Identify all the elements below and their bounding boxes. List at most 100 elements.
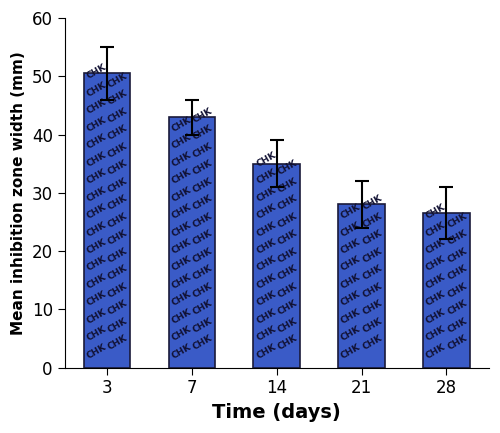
Text: CHK: CHK: [106, 281, 129, 299]
Text: CHK: CHK: [424, 272, 447, 291]
Text: CHK: CHK: [191, 124, 214, 142]
Text: CHK: CHK: [170, 272, 192, 291]
Text: CHK: CHK: [106, 124, 129, 142]
Text: CHK: CHK: [191, 158, 214, 177]
Text: CHK: CHK: [170, 115, 192, 133]
Text: CHK: CHK: [361, 211, 384, 229]
Text: CHK: CHK: [254, 342, 278, 361]
Text: CHK: CHK: [446, 316, 468, 334]
Text: CHK: CHK: [254, 255, 278, 273]
Text: CHK: CHK: [106, 264, 129, 282]
Text: CHK: CHK: [85, 132, 108, 151]
Text: CHK: CHK: [85, 97, 108, 116]
Text: CHK: CHK: [106, 316, 129, 334]
Bar: [338, 204, 385, 368]
Text: CHK: CHK: [106, 141, 129, 160]
Text: CHK: CHK: [170, 220, 192, 238]
Text: CHK: CHK: [170, 185, 192, 204]
Text: CHK: CHK: [340, 290, 362, 308]
Text: CHK: CHK: [170, 255, 192, 273]
Text: CHK: CHK: [106, 246, 129, 265]
Text: CHK: CHK: [424, 220, 447, 238]
Text: CHK: CHK: [106, 298, 129, 317]
Text: CHK: CHK: [254, 272, 278, 291]
Text: CHK: CHK: [85, 237, 108, 256]
Text: CHK: CHK: [276, 281, 299, 299]
Text: CHK: CHK: [85, 80, 108, 98]
Text: CHK: CHK: [424, 325, 447, 343]
Text: CHK: CHK: [85, 150, 108, 168]
Bar: [254, 164, 300, 368]
Text: CHK: CHK: [106, 211, 129, 229]
Text: CHK: CHK: [191, 316, 214, 334]
Text: CHK: CHK: [106, 176, 129, 194]
Text: CHK: CHK: [361, 246, 384, 265]
Text: CHK: CHK: [254, 325, 278, 343]
Text: CHK: CHK: [446, 281, 468, 299]
Text: CHK: CHK: [361, 298, 384, 317]
Text: CHK: CHK: [254, 290, 278, 308]
Text: CHK: CHK: [424, 307, 447, 326]
Text: CHK: CHK: [106, 229, 129, 247]
Text: CHK: CHK: [361, 264, 384, 282]
Text: CHK: CHK: [340, 237, 362, 256]
Text: CHK: CHK: [85, 115, 108, 133]
Text: CHK: CHK: [170, 168, 192, 186]
Text: CHK: CHK: [254, 307, 278, 326]
Text: CHK: CHK: [254, 150, 278, 168]
Text: CHK: CHK: [276, 194, 299, 212]
Text: CHK: CHK: [191, 194, 214, 212]
Text: CHK: CHK: [85, 168, 108, 186]
X-axis label: Time (days): Time (days): [212, 403, 341, 422]
Text: CHK: CHK: [276, 211, 299, 229]
Text: CHK: CHK: [191, 211, 214, 229]
Text: CHK: CHK: [191, 264, 214, 282]
Text: CHK: CHK: [85, 307, 108, 326]
Text: CHK: CHK: [191, 246, 214, 265]
Text: CHK: CHK: [446, 229, 468, 247]
Text: CHK: CHK: [85, 290, 108, 308]
Text: CHK: CHK: [170, 325, 192, 343]
Text: CHK: CHK: [170, 150, 192, 168]
Text: CHK: CHK: [106, 89, 129, 107]
Text: CHK: CHK: [424, 342, 447, 361]
Text: CHK: CHK: [254, 237, 278, 256]
Y-axis label: Mean inhibition zone width (mm): Mean inhibition zone width (mm): [11, 51, 26, 335]
Text: CHK: CHK: [254, 202, 278, 221]
Text: CHK: CHK: [424, 202, 447, 221]
Text: CHK: CHK: [361, 194, 384, 212]
Text: CHK: CHK: [170, 307, 192, 326]
Text: CHK: CHK: [276, 333, 299, 352]
Text: CHK: CHK: [106, 71, 129, 90]
Bar: [168, 117, 215, 368]
Text: CHK: CHK: [424, 290, 447, 308]
Text: CHK: CHK: [276, 264, 299, 282]
Text: CHK: CHK: [191, 141, 214, 160]
Text: CHK: CHK: [85, 220, 108, 238]
Text: CHK: CHK: [340, 325, 362, 343]
Text: CHK: CHK: [446, 333, 468, 352]
Text: CHK: CHK: [85, 185, 108, 204]
Text: CHK: CHK: [361, 281, 384, 299]
Text: CHK: CHK: [85, 255, 108, 273]
Text: CHK: CHK: [276, 176, 299, 194]
Text: CHK: CHK: [191, 333, 214, 352]
Text: CHK: CHK: [170, 237, 192, 256]
Text: CHK: CHK: [191, 176, 214, 194]
Text: CHK: CHK: [446, 264, 468, 282]
Text: CHK: CHK: [446, 298, 468, 317]
Text: CHK: CHK: [106, 194, 129, 212]
Text: CHK: CHK: [191, 106, 214, 125]
Text: CHK: CHK: [446, 211, 468, 229]
Text: CHK: CHK: [424, 255, 447, 273]
Text: CHK: CHK: [361, 229, 384, 247]
Text: CHK: CHK: [170, 342, 192, 361]
Text: CHK: CHK: [85, 272, 108, 291]
Text: CHK: CHK: [254, 185, 278, 204]
Text: CHK: CHK: [191, 298, 214, 317]
Text: CHK: CHK: [340, 342, 362, 361]
Text: CHK: CHK: [340, 307, 362, 326]
Text: CHK: CHK: [340, 220, 362, 238]
Text: CHK: CHK: [191, 229, 214, 247]
Text: CHK: CHK: [276, 158, 299, 177]
